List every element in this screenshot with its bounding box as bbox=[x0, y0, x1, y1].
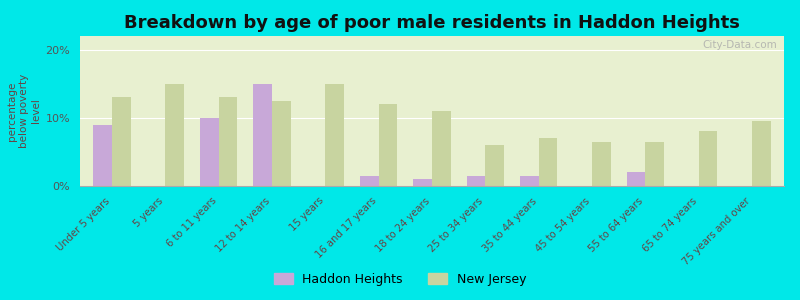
Bar bbox=[200, 118, 218, 186]
Bar bbox=[360, 176, 378, 186]
Text: City-Data.com: City-Data.com bbox=[702, 40, 777, 50]
Bar bbox=[538, 138, 558, 186]
Bar bbox=[626, 172, 646, 186]
Bar bbox=[520, 176, 538, 186]
Bar bbox=[432, 111, 450, 186]
Legend: Haddon Heights, New Jersey: Haddon Heights, New Jersey bbox=[269, 268, 531, 291]
Bar bbox=[646, 142, 664, 186]
Bar bbox=[698, 131, 718, 186]
Y-axis label: percentage
below poverty
level: percentage below poverty level bbox=[6, 74, 42, 148]
Bar bbox=[414, 179, 432, 186]
Bar bbox=[486, 145, 504, 186]
Bar bbox=[272, 101, 290, 186]
Bar bbox=[166, 84, 184, 186]
Bar bbox=[254, 84, 272, 186]
Bar bbox=[466, 176, 486, 186]
Bar bbox=[94, 124, 112, 186]
Bar bbox=[326, 84, 344, 186]
Bar bbox=[592, 142, 610, 186]
Bar bbox=[112, 98, 130, 186]
Bar bbox=[752, 121, 770, 186]
Bar bbox=[378, 104, 398, 186]
Bar bbox=[218, 98, 238, 186]
Title: Breakdown by age of poor male residents in Haddon Heights: Breakdown by age of poor male residents … bbox=[124, 14, 740, 32]
